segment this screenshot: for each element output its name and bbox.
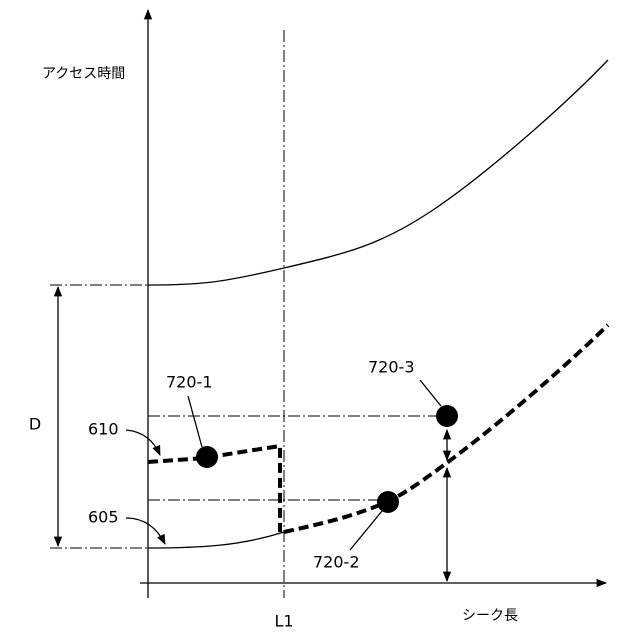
leader <box>420 380 441 406</box>
leader <box>350 511 382 550</box>
upper-curve <box>148 60 608 285</box>
x-axis-label: シーク長 <box>462 608 518 624</box>
lower-dashed-curve <box>284 325 608 532</box>
point <box>436 405 458 427</box>
curve-label: 605 <box>88 508 119 527</box>
point <box>377 491 399 513</box>
leader <box>188 396 202 447</box>
leader <box>126 518 165 544</box>
d-label: D <box>29 415 41 434</box>
y-axis-label: アクセス時間 <box>42 66 125 82</box>
point-label: 720-2 <box>313 553 360 572</box>
point-label: 720-3 <box>368 358 415 377</box>
leader <box>126 430 160 455</box>
l1-label: L1 <box>274 612 293 631</box>
curve-label: 610 <box>88 420 119 439</box>
lower-curve <box>148 532 284 548</box>
point <box>196 446 218 468</box>
point-label: 720-1 <box>166 373 213 392</box>
diagram: アクセス時間 シーク長 L1 D 610 605 720-1 720-2 720… <box>0 0 640 640</box>
